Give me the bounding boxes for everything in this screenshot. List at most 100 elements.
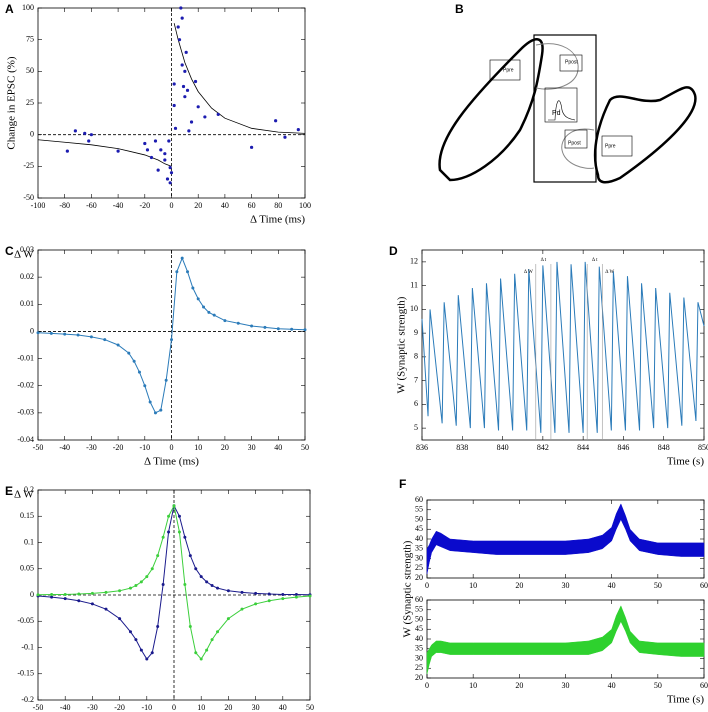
x-tick-label: -20 <box>113 443 124 452</box>
plot-frame <box>426 599 705 679</box>
marker <box>139 648 143 652</box>
marker <box>263 325 267 329</box>
marker <box>77 592 81 596</box>
marker <box>226 617 230 621</box>
y-tick-label: -0.05 <box>17 616 34 625</box>
y-tick-label: 5 <box>414 423 418 432</box>
y-tick-label: 0.1 <box>24 537 34 546</box>
x-tick-label: 60 <box>248 201 256 210</box>
y-tick-label: -25 <box>23 161 34 170</box>
marker <box>36 593 40 597</box>
y-tick-label: -0.1 <box>21 642 34 651</box>
point <box>168 166 172 170</box>
diagram-label: Ppre <box>503 67 514 73</box>
marker <box>177 530 181 534</box>
x-tick-label: 0 <box>425 681 429 690</box>
x-tick-label: 60 <box>700 581 708 590</box>
marker <box>186 270 190 274</box>
y-tick-label: 40 <box>415 534 423 543</box>
marker <box>194 567 198 571</box>
y-axis-label: W (Synaptic strength) <box>402 540 414 637</box>
synapse-box <box>533 34 597 183</box>
y-tick-label: 10 <box>410 304 418 313</box>
x-axis-label: Time (s) <box>667 456 705 468</box>
x-tick-label: 0 <box>425 581 429 590</box>
point <box>196 105 200 109</box>
marker <box>303 328 307 332</box>
marker <box>175 270 179 274</box>
x-tick-label: -30 <box>87 703 98 712</box>
marker <box>118 617 122 621</box>
x-tick-label: 100 <box>299 201 311 210</box>
marker <box>294 592 298 596</box>
y-axis-label: Δ W <box>14 249 34 261</box>
x-tick-label: 40 <box>221 201 229 210</box>
y-axis-label: Δ W <box>14 489 34 501</box>
point <box>187 129 191 133</box>
bouton-bottom <box>561 128 595 169</box>
point <box>167 139 171 143</box>
y-tick-label: 35 <box>415 644 423 653</box>
marker <box>294 595 298 599</box>
point <box>185 88 190 92</box>
point <box>83 131 87 135</box>
point <box>179 6 183 10</box>
diagram-label: Ppost <box>565 59 578 65</box>
marker <box>196 297 200 301</box>
y-tick-label: 6 <box>414 399 418 408</box>
x-tick-label: -50 <box>33 703 44 712</box>
inset <box>544 87 578 123</box>
diagram-label: Ppost <box>568 140 581 146</box>
diagram-label: Ppre <box>605 143 616 149</box>
x-tick-label: 30 <box>562 581 570 590</box>
y-tick-label: -0.02 <box>17 381 34 390</box>
point <box>163 152 167 156</box>
y-tick-label: -0.03 <box>17 408 34 417</box>
y-tick-label: 30 <box>415 553 423 562</box>
annotation: Δ t <box>592 258 598 263</box>
inset <box>564 129 588 149</box>
x-tick-label: 80 <box>274 201 282 210</box>
marker <box>212 313 216 317</box>
point <box>203 115 207 119</box>
x-tick-label: 10 <box>194 443 202 452</box>
x-tick-label: 20 <box>194 201 202 210</box>
point <box>216 112 220 116</box>
marker <box>148 400 152 404</box>
x-tick-label: 844 <box>577 443 589 452</box>
y-tick-label: 50 <box>415 614 423 623</box>
marker <box>161 583 165 586</box>
marker <box>183 583 187 586</box>
marker <box>207 310 211 314</box>
y-tick-label: 12 <box>410 257 418 266</box>
marker <box>290 327 294 331</box>
marker <box>205 648 209 652</box>
x-tick-label: -20 <box>139 201 150 210</box>
y-tick-label: 0.15 <box>20 511 34 520</box>
marker <box>216 586 220 590</box>
y-tick-label: 20 <box>415 573 423 582</box>
y-tick-label: 25 <box>415 563 423 572</box>
x-tick-label: 20 <box>224 703 232 712</box>
marker <box>267 592 271 596</box>
y-tick-label: 35 <box>415 544 423 553</box>
marker <box>128 586 132 590</box>
x-tick-label: -10 <box>139 443 150 452</box>
point <box>65 149 69 153</box>
neuron-left <box>438 38 544 182</box>
x-tick-label: -100 <box>31 201 46 210</box>
x-tick-label: 40 <box>274 443 282 452</box>
point <box>283 135 287 139</box>
marker <box>116 343 120 347</box>
marker <box>281 592 285 596</box>
x-tick-label: -20 <box>114 703 125 712</box>
marker <box>104 590 108 594</box>
marker <box>127 351 131 355</box>
x-tick-label: -50 <box>33 443 44 452</box>
marker <box>199 657 203 661</box>
marker <box>137 370 141 374</box>
y-tick-label: -0.2 <box>21 695 34 704</box>
point <box>189 120 194 124</box>
x-tick-label: 846 <box>617 443 629 452</box>
